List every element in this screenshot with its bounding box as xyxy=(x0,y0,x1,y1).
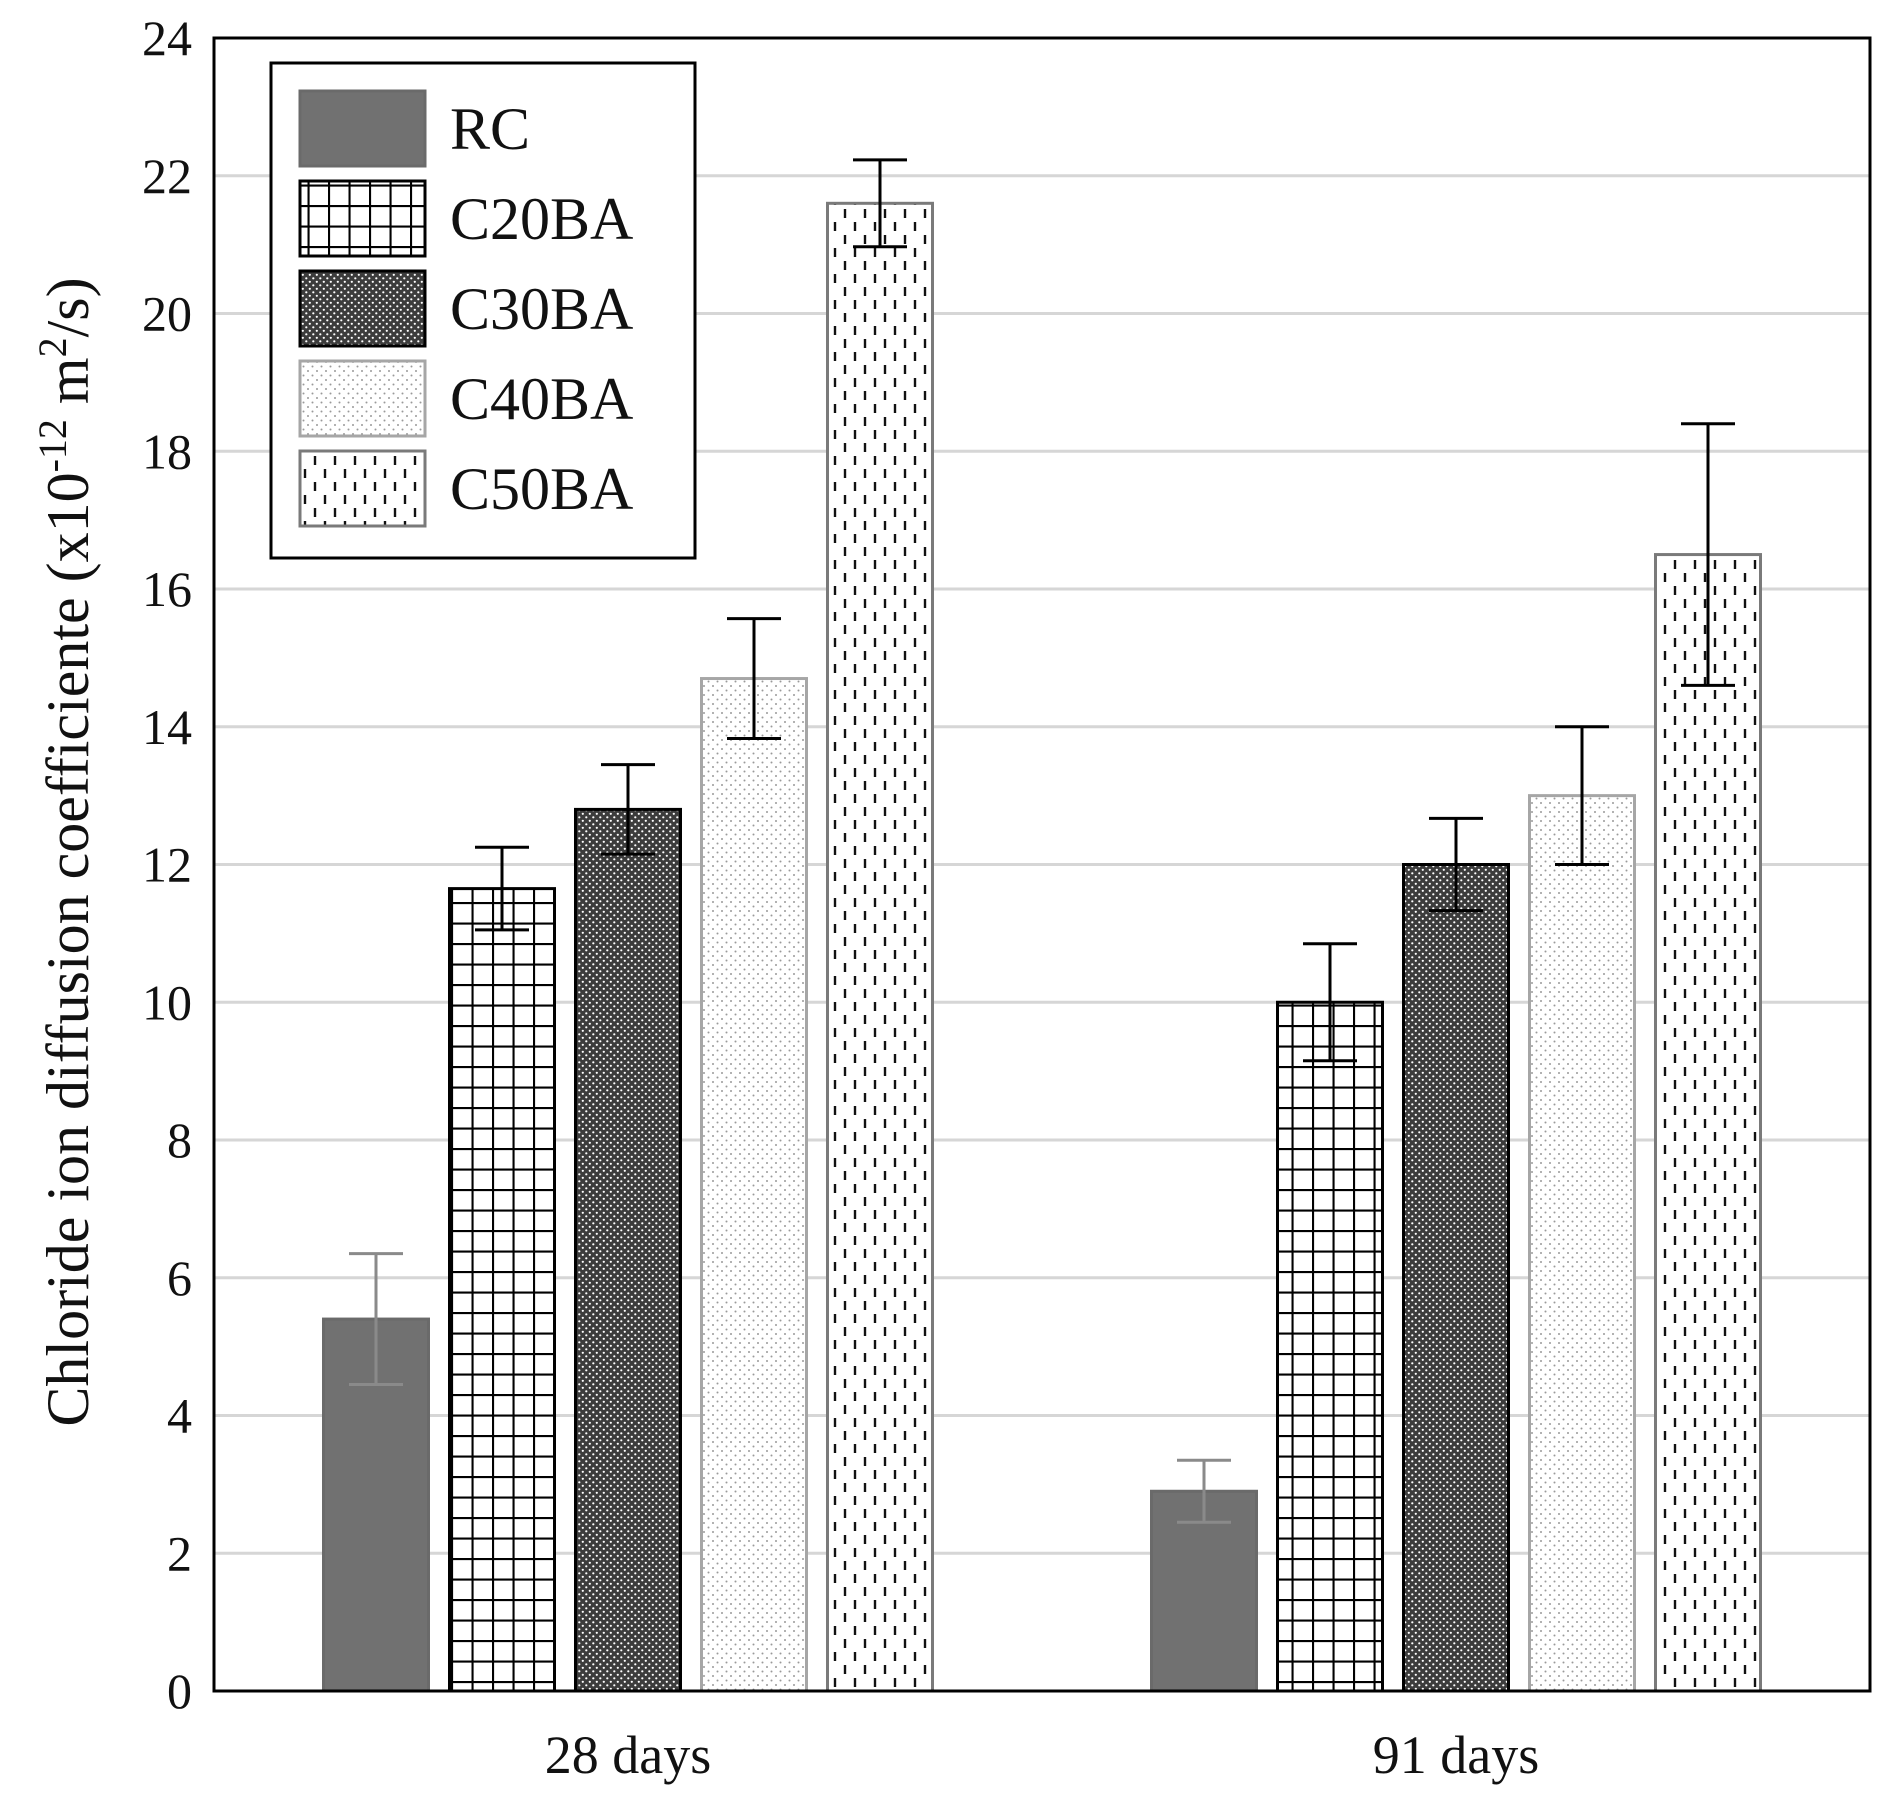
error-bar xyxy=(853,158,907,249)
y-tick-label: 4 xyxy=(167,1388,192,1444)
y-tick-label: 2 xyxy=(167,1525,192,1581)
bar-c50ba-91d xyxy=(1654,553,1762,1693)
y-tick-label: 14 xyxy=(142,699,192,755)
y-tick-label: 10 xyxy=(142,974,192,1030)
legend-label-c30ba: C30BA xyxy=(450,276,633,342)
legend-swatch-c50ba xyxy=(298,449,427,528)
legend-label-c20ba: C20BA xyxy=(450,186,633,252)
error-bar xyxy=(1303,942,1357,1063)
x-category-label: 28 days xyxy=(545,1725,711,1785)
error-bar xyxy=(727,617,781,740)
legend-label-c50ba: C50BA xyxy=(450,456,633,522)
bar-c40ba-91d xyxy=(1528,794,1636,1693)
bar-c20ba-91d xyxy=(1276,1000,1384,1693)
y-tick-label: 12 xyxy=(142,837,192,893)
y-tick-label: 18 xyxy=(142,423,192,479)
legend-swatch-c40ba xyxy=(298,359,427,438)
plot-area-frame xyxy=(212,36,1872,1693)
y-tick-label: 20 xyxy=(142,286,192,342)
y-tick-label: 22 xyxy=(142,148,192,204)
error-bar xyxy=(1177,1458,1231,1524)
bars xyxy=(322,201,1762,1693)
error-bar xyxy=(1681,422,1735,687)
bar-c30ba-28d xyxy=(574,807,682,1693)
y-tick-label: 6 xyxy=(167,1250,192,1306)
error-bar xyxy=(601,763,655,856)
bar-c40ba-28d xyxy=(700,677,808,1693)
legend-label-rc: RC xyxy=(450,96,530,162)
error-bars xyxy=(349,158,1735,1524)
legend-swatch-rc xyxy=(298,89,427,168)
error-bar xyxy=(475,845,529,932)
error-bar xyxy=(349,1252,403,1387)
error-bar xyxy=(1429,816,1483,913)
bar-c30ba-91d xyxy=(1402,863,1510,1693)
y-tick-label: 16 xyxy=(142,561,192,617)
x-axis-categories: 28 days 91 days xyxy=(545,1725,1539,1785)
bar-c50ba-28d xyxy=(826,201,934,1693)
y-tick-label: 0 xyxy=(167,1663,192,1719)
legend-label-c40ba: C40BA xyxy=(450,366,633,432)
y-axis-label: Chloride ion diffusion coefficiente (x10… xyxy=(30,277,101,1426)
bar-c20ba-28d xyxy=(448,887,556,1693)
y-tick-label: 8 xyxy=(167,1112,192,1168)
legend: RC C20BA C30BA C40BA C50BA xyxy=(269,61,697,560)
error-bar xyxy=(1555,725,1609,866)
legend-swatch-c30ba xyxy=(298,269,427,348)
y-tick-label: 24 xyxy=(142,10,192,66)
x-category-label: 91 days xyxy=(1373,1725,1539,1785)
legend-swatch-c20ba xyxy=(298,179,427,258)
